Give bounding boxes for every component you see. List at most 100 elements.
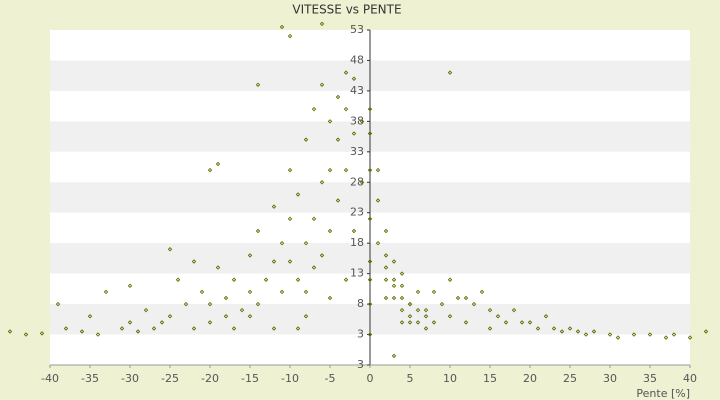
point bbox=[351, 131, 357, 136]
point bbox=[103, 289, 109, 295]
point bbox=[367, 277, 373, 282]
point bbox=[199, 289, 205, 295]
point bbox=[207, 301, 213, 307]
point bbox=[311, 265, 317, 270]
point bbox=[167, 247, 173, 252]
x-tick-label: -25 bbox=[161, 372, 179, 385]
y-tick-label: 23 bbox=[350, 206, 364, 219]
point bbox=[567, 326, 573, 331]
point bbox=[327, 167, 333, 173]
point bbox=[335, 137, 341, 142]
point bbox=[191, 259, 197, 264]
point bbox=[151, 326, 157, 331]
x-tick-label: 30 bbox=[603, 372, 617, 385]
point bbox=[511, 307, 517, 313]
point bbox=[463, 295, 469, 301]
point bbox=[223, 314, 229, 319]
point bbox=[287, 167, 293, 173]
point bbox=[223, 295, 229, 301]
point bbox=[535, 326, 541, 331]
point bbox=[407, 320, 413, 325]
x-tick-label: -35 bbox=[81, 372, 99, 385]
point bbox=[415, 289, 421, 295]
point bbox=[415, 307, 421, 313]
point bbox=[383, 295, 389, 301]
x-tick-label: 25 bbox=[563, 372, 577, 385]
chart-title: VITESSE vs PENTE bbox=[292, 3, 401, 17]
y-tick-label: 8 bbox=[357, 297, 364, 310]
y-tick-label: 33 bbox=[350, 145, 364, 158]
point bbox=[271, 259, 277, 264]
point bbox=[399, 271, 405, 276]
y-tick-label: 18 bbox=[350, 236, 364, 249]
point bbox=[647, 332, 653, 337]
point bbox=[191, 326, 197, 331]
x-tick-label: 20 bbox=[523, 372, 537, 385]
point bbox=[183, 301, 189, 307]
point bbox=[215, 265, 221, 270]
point bbox=[423, 314, 429, 319]
point bbox=[607, 332, 613, 337]
y-tick-label: 3 bbox=[357, 358, 364, 371]
point bbox=[319, 180, 325, 185]
point bbox=[391, 259, 397, 264]
point bbox=[263, 277, 269, 282]
y-tick-label: 38 bbox=[350, 114, 364, 127]
point bbox=[367, 259, 373, 264]
point bbox=[255, 228, 261, 234]
point bbox=[359, 119, 365, 124]
point bbox=[343, 277, 349, 282]
x-tick-label: -40 bbox=[41, 372, 59, 385]
point bbox=[319, 82, 325, 88]
point bbox=[591, 329, 597, 334]
point bbox=[583, 332, 589, 337]
y-tick-label: 43 bbox=[350, 84, 364, 97]
point bbox=[255, 301, 261, 307]
point bbox=[167, 314, 173, 319]
x-tick-label: -15 bbox=[241, 372, 259, 385]
x-tick-label: 40 bbox=[683, 372, 697, 385]
point bbox=[119, 326, 125, 331]
point bbox=[399, 307, 405, 313]
point bbox=[447, 277, 453, 282]
x-tick-label: -5 bbox=[325, 372, 336, 385]
point bbox=[391, 283, 397, 289]
point bbox=[575, 329, 581, 334]
point bbox=[175, 277, 181, 282]
x-tick-label: 0 bbox=[367, 372, 374, 385]
point bbox=[303, 289, 309, 295]
point bbox=[127, 320, 133, 325]
point bbox=[383, 228, 389, 234]
point bbox=[327, 119, 333, 124]
point bbox=[247, 314, 253, 319]
point bbox=[295, 326, 301, 331]
point bbox=[55, 301, 61, 307]
point bbox=[687, 335, 693, 340]
point bbox=[407, 314, 413, 319]
y-tick-label: 28 bbox=[350, 175, 364, 188]
point bbox=[335, 94, 341, 100]
point bbox=[311, 216, 317, 222]
point bbox=[287, 216, 293, 222]
point bbox=[351, 228, 357, 234]
point bbox=[327, 295, 333, 301]
point bbox=[431, 289, 437, 295]
y-tick-label: 53 bbox=[350, 23, 364, 36]
point bbox=[295, 192, 301, 197]
point bbox=[471, 301, 477, 307]
point bbox=[359, 180, 365, 185]
point bbox=[527, 320, 533, 325]
point bbox=[391, 295, 397, 301]
point bbox=[287, 33, 293, 39]
point bbox=[551, 326, 557, 331]
point bbox=[247, 289, 253, 295]
point bbox=[295, 277, 301, 282]
point bbox=[559, 329, 565, 334]
x-tick-label: 5 bbox=[407, 372, 414, 385]
point bbox=[127, 283, 133, 289]
point bbox=[391, 353, 397, 359]
point bbox=[367, 131, 373, 136]
point bbox=[503, 320, 509, 325]
point bbox=[407, 301, 413, 307]
point bbox=[399, 320, 405, 325]
